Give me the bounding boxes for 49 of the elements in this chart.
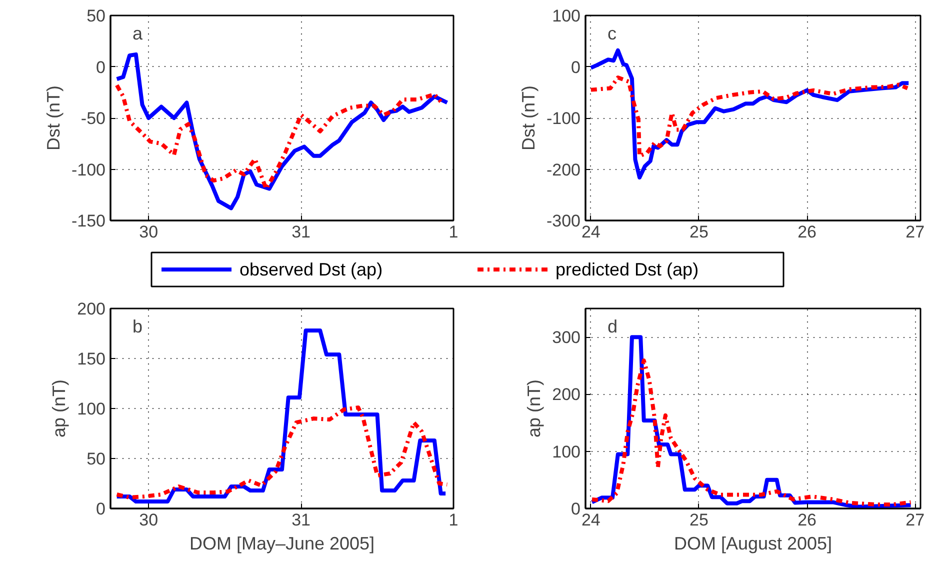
y-tick-label: 0 — [571, 58, 581, 77]
y-tick-label: 200 — [552, 385, 581, 404]
line-series — [588, 48, 911, 180]
x-tick-label: 30 — [139, 510, 158, 530]
y-axis-title: Dst (nT) — [43, 86, 64, 150]
line-series — [114, 406, 450, 500]
y-tick-label: 50 — [86, 450, 106, 468]
x-tick-label: 31 — [292, 222, 311, 242]
y-tick-label: -300 — [546, 212, 581, 230]
annotation: d — [608, 316, 618, 336]
y-tick-label: 0 — [96, 500, 106, 518]
x-tick-label: 25 — [690, 510, 708, 530]
y-tick-label: 200 — [77, 300, 106, 318]
x-tick-label: 24 — [581, 510, 600, 530]
y-tick-label: 0 — [96, 58, 106, 77]
x-tick-label: 1 — [448, 510, 458, 530]
y-tick-label: 50 — [86, 6, 106, 26]
line-series — [588, 76, 910, 158]
x-tick-label: 26 — [798, 222, 816, 242]
y-tick-label: -100 — [71, 160, 106, 180]
x-tick-label: 30 — [139, 222, 158, 242]
y-tick-label: 100 — [77, 400, 106, 418]
x-tick-label: 27 — [906, 222, 925, 242]
y-tick-label: 300 — [552, 328, 581, 348]
x-axis-title: DOM [May–June 2005] — [189, 534, 375, 554]
x-tick-label: 31 — [292, 510, 311, 530]
x-tick-label: 27 — [906, 510, 925, 530]
y-axis-title: ap (nT) — [49, 379, 70, 438]
annotation: a — [132, 24, 144, 44]
x-tick-label: 24 — [581, 222, 600, 242]
legend-label: observed Dst (ap) — [240, 260, 383, 280]
y-tick-label: -200 — [546, 160, 581, 180]
x-tick-label: 25 — [690, 222, 708, 242]
line-series — [114, 52, 450, 210]
y-axis-title: ap (nT) — [524, 379, 544, 438]
y-tick-label: -50 — [80, 109, 106, 128]
y-tick-label: 150 — [77, 350, 106, 368]
y-tick-label: -100 — [546, 109, 581, 128]
x-tick-label: 26 — [798, 510, 816, 530]
annotation: b — [132, 316, 143, 336]
y-tick-label: 100 — [552, 442, 581, 462]
y-axis-title: Dst (nT) — [518, 86, 538, 150]
x-tick-label: 1 — [448, 222, 458, 242]
y-tick-label: 100 — [552, 6, 581, 26]
legend-label: predicted Dst (ap) — [556, 260, 699, 280]
x-axis-title: DOM [August 2005] — [674, 534, 832, 554]
y-tick-label: -150 — [71, 212, 106, 230]
annotation: c — [608, 24, 616, 44]
y-tick-label: 0 — [571, 500, 581, 518]
